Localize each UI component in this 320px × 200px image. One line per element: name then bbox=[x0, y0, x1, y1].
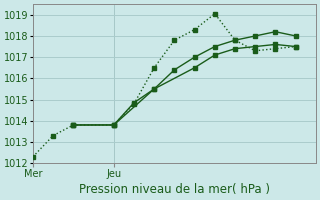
X-axis label: Pression niveau de la mer( hPa ): Pression niveau de la mer( hPa ) bbox=[79, 183, 270, 196]
